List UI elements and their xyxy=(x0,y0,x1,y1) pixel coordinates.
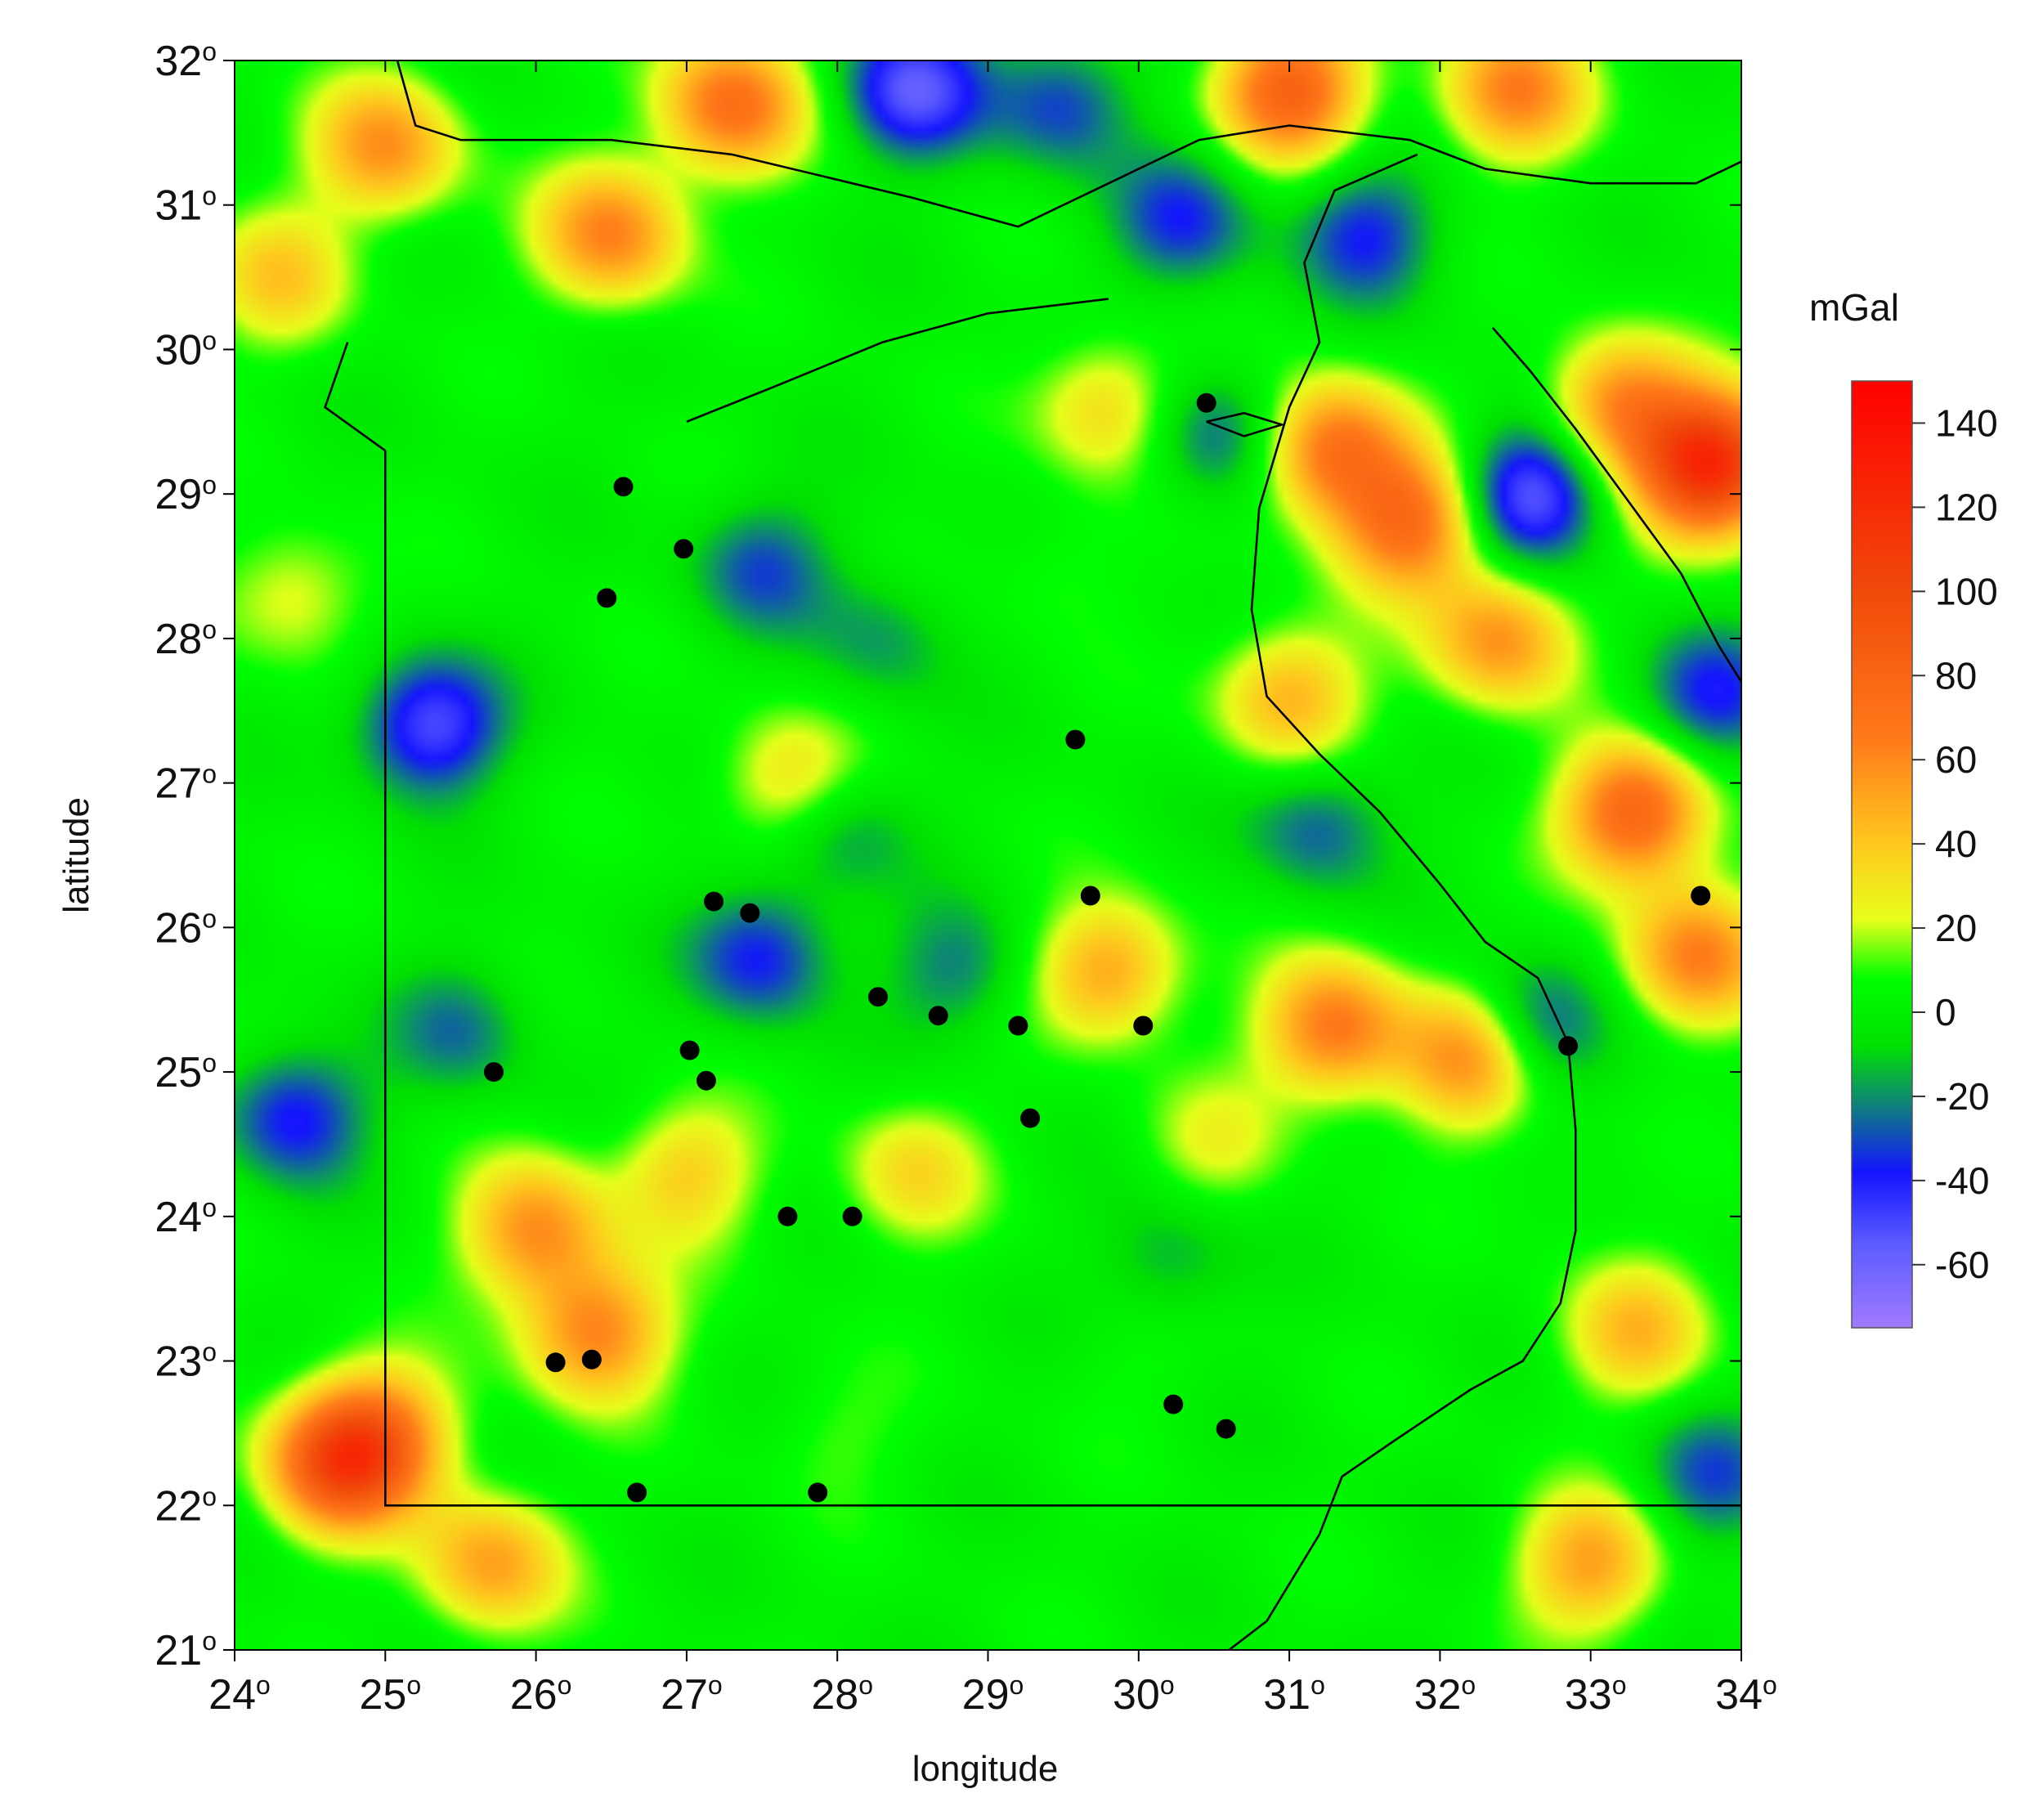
x-tick-label-32: 32o xyxy=(1414,1670,1476,1719)
colorbar-tick-label-20: 20 xyxy=(1935,907,1977,949)
y-tick-label-27: 27o xyxy=(155,760,217,808)
station-point-20 xyxy=(545,1352,566,1373)
station-point-3 xyxy=(597,588,617,608)
y-tick-label-26: 26o xyxy=(155,903,217,952)
station-markers xyxy=(484,392,1711,1503)
station-point-16 xyxy=(1558,1036,1579,1056)
y-tick-label-25: 25o xyxy=(155,1048,217,1096)
colorbar-tick-label-0: 0 xyxy=(1935,991,1956,1033)
colorbar-tick-label-80: 80 xyxy=(1935,654,1977,697)
colorbar: mGal 140 120 100 80 60 40 20 0 -20 -40 -60 xyxy=(1809,286,1998,1329)
x-tick-label-30: 30o xyxy=(1113,1670,1175,1719)
y-tick-label-32: 32o xyxy=(155,37,217,85)
station-point-21 xyxy=(581,1349,602,1369)
geographic-lines xyxy=(324,61,1741,1650)
border-line-0 xyxy=(383,451,1741,1507)
x-tick-label-24: 24o xyxy=(208,1670,271,1719)
station-point-17 xyxy=(1020,1108,1041,1128)
y-tick-label-31: 31o xyxy=(155,182,217,230)
colorbar-ramp xyxy=(1851,380,1913,1329)
gravity-anomaly-raster xyxy=(235,61,1741,1650)
y-tick-label-22: 22o xyxy=(155,1482,217,1530)
station-point-6 xyxy=(704,891,724,912)
station-point-22 xyxy=(1163,1394,1184,1414)
station-point-19 xyxy=(842,1206,862,1226)
station-point-5 xyxy=(1080,885,1100,906)
nile-river-line xyxy=(1228,153,1577,1650)
y-tick-label-23: 23o xyxy=(155,1338,217,1386)
x-tick-label-29: 29o xyxy=(962,1670,1024,1719)
colorbar-ticks: 140 120 100 80 60 40 20 0 -20 -40 -60 xyxy=(1912,401,1998,1286)
x-axis-title: longitude xyxy=(912,1749,1059,1789)
border-line-1 xyxy=(324,342,387,452)
station-point-8 xyxy=(1691,885,1711,906)
colorbar-tick-label-140: 140 xyxy=(1935,401,1998,444)
y-tick-label-29: 29o xyxy=(155,470,217,518)
station-point-14 xyxy=(696,1070,716,1091)
station-point-0 xyxy=(1196,392,1216,413)
y-tick-label-28: 28o xyxy=(155,615,217,663)
x-tick-label-33: 33o xyxy=(1565,1670,1627,1719)
station-point-25 xyxy=(808,1482,828,1503)
station-point-24 xyxy=(627,1482,647,1503)
station-point-1 xyxy=(613,477,634,497)
station-point-9 xyxy=(868,987,888,1007)
station-point-18 xyxy=(777,1206,798,1226)
station-point-7 xyxy=(740,903,760,923)
x-tick-label-34: 34o xyxy=(1715,1670,1777,1719)
station-point-12 xyxy=(1133,1015,1154,1036)
colorbar-tick-label--20: -20 xyxy=(1935,1075,1989,1118)
y-tick-label-30: 30o xyxy=(155,325,217,374)
x-tick-label-25: 25o xyxy=(359,1670,421,1719)
plot-area: 24o 25o 26o 27o 28o 29o 30o 31o 32o 33o 34o 21o 22o 2… xyxy=(155,37,1776,1719)
x-tick-label-28: 28o xyxy=(811,1670,873,1719)
station-point-23 xyxy=(1216,1419,1236,1439)
colorbar-tick-label-120: 120 xyxy=(1935,486,1998,528)
station-point-2 xyxy=(674,539,694,559)
x-tick-label-26: 26o xyxy=(510,1670,572,1719)
y-tick-label-21: 21o xyxy=(155,1626,217,1674)
y-tick-label-24: 24o xyxy=(155,1193,217,1241)
colorbar-tick-label-60: 60 xyxy=(1935,738,1977,781)
border-line-2 xyxy=(396,61,1741,228)
colorbar-title: mGal xyxy=(1809,286,1899,329)
station-point-10 xyxy=(928,1006,948,1026)
colorbar-tick-label--60: -60 xyxy=(1935,1244,1989,1286)
station-point-13 xyxy=(679,1040,700,1060)
lake-outline xyxy=(1206,411,1286,437)
x-tick-label-31: 31o xyxy=(1263,1670,1325,1719)
y-axis-title: latitude xyxy=(56,797,96,913)
depression-outline xyxy=(686,298,1109,424)
red-sea-coast-line xyxy=(1491,327,1741,683)
station-point-15 xyxy=(484,1062,504,1083)
colorbar-tick-label-100: 100 xyxy=(1935,570,1998,612)
station-point-11 xyxy=(1008,1015,1028,1036)
colorbar-tick-label--40: -40 xyxy=(1935,1159,1989,1202)
colorbar-tick-label-40: 40 xyxy=(1935,823,1977,865)
x-tick-label-27: 27o xyxy=(661,1670,723,1719)
station-point-4 xyxy=(1065,729,1086,750)
